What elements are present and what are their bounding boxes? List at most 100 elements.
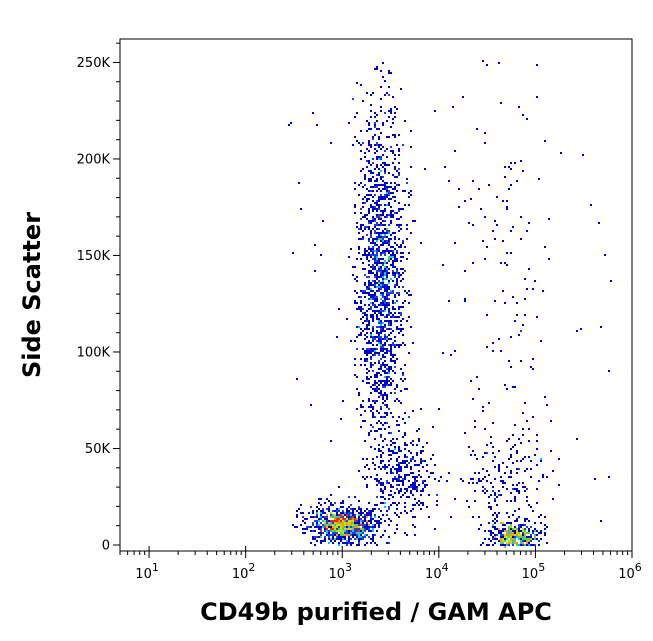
event-dot (316, 526, 318, 528)
event-dot (434, 478, 436, 480)
event-dot (410, 232, 412, 234)
event-dot (372, 210, 374, 212)
event-dot (500, 102, 502, 104)
event-dot (398, 448, 400, 450)
event-dot-dense (516, 542, 518, 544)
event-dot (354, 514, 356, 516)
event-dot (330, 504, 332, 506)
event-dot (390, 320, 392, 322)
event-dot (384, 428, 386, 430)
event-dot (388, 366, 390, 368)
event-dot (502, 480, 504, 482)
event-dot (408, 290, 410, 292)
event-dot (534, 522, 536, 524)
event-dot (374, 280, 376, 282)
event-dot (384, 240, 386, 242)
event-dot (384, 94, 386, 96)
event-dot (380, 348, 382, 350)
event-dot (394, 258, 396, 260)
event-dot (372, 336, 374, 338)
y-tick-label: 250K (77, 56, 111, 71)
event-dot (380, 304, 382, 306)
event-dot (396, 504, 398, 506)
event-dot (350, 538, 352, 540)
event-dot (450, 516, 452, 518)
event-dot (514, 498, 516, 500)
x-tick-exponent: 1 (152, 561, 159, 574)
event-dot (376, 276, 378, 278)
event-dot (366, 360, 368, 362)
event-dot (346, 318, 348, 320)
event-dot (370, 94, 372, 96)
event-dot (396, 282, 398, 284)
event-dot (380, 358, 382, 360)
event-dot (368, 220, 370, 222)
event-dot (366, 194, 368, 196)
event-dot (394, 344, 396, 346)
event-dot (494, 220, 496, 222)
event-dot (362, 536, 364, 538)
event-dot (348, 532, 350, 534)
event-dot (396, 252, 398, 254)
event-dot (368, 468, 370, 470)
event-dot (360, 144, 362, 146)
event-dot (356, 534, 358, 536)
event-dot (372, 310, 374, 312)
event-dot (484, 488, 486, 490)
event-dot (392, 306, 394, 308)
event-dot (370, 180, 372, 182)
x-tick-label: 102 (232, 561, 256, 582)
event-dot (342, 512, 344, 514)
event-dot (354, 204, 356, 206)
event-dot (398, 172, 400, 174)
event-dot (338, 536, 340, 538)
event-dot (380, 196, 382, 198)
event-dot (378, 342, 380, 344)
event-dot (504, 544, 506, 546)
event-dot (530, 526, 532, 528)
event-dot (370, 230, 372, 232)
event-dot (392, 416, 394, 418)
event-dot (412, 458, 414, 460)
event-dot (326, 524, 328, 526)
event-dot (376, 250, 378, 252)
event-dot-dense (342, 524, 344, 526)
event-dot (380, 382, 382, 384)
event-dot (384, 356, 386, 358)
event-dot (394, 336, 396, 338)
event-dot (386, 278, 388, 280)
event-dot (380, 238, 382, 240)
event-dot (372, 136, 374, 138)
event-dot (390, 444, 392, 446)
event-dot (376, 200, 378, 202)
event-dot (380, 484, 382, 486)
event-dot (390, 212, 392, 214)
event-dot (370, 342, 372, 344)
event-dot (330, 540, 332, 542)
event-dot (370, 334, 372, 336)
event-dot (410, 146, 412, 148)
event-dot (372, 350, 374, 352)
event-dot (532, 358, 534, 360)
event-dot (522, 324, 524, 326)
event-dot (390, 350, 392, 352)
event-dot (388, 116, 390, 118)
event-dot (362, 262, 364, 264)
event-dot (398, 218, 400, 220)
event-dot (532, 532, 534, 534)
event-dot (470, 478, 472, 480)
event-dot (390, 384, 392, 386)
event-dot (484, 142, 486, 144)
event-dot (348, 518, 350, 520)
x-tick-label: 103 (328, 561, 352, 582)
event-dot (374, 542, 376, 544)
event-dot (372, 254, 374, 256)
event-dot (362, 348, 364, 350)
event-dot (378, 280, 380, 282)
event-dot (374, 262, 376, 264)
event-dot-dense (506, 542, 508, 544)
event-dot (366, 336, 368, 338)
event-dot (510, 168, 512, 170)
event-dot (394, 254, 396, 256)
event-dot (360, 226, 362, 228)
